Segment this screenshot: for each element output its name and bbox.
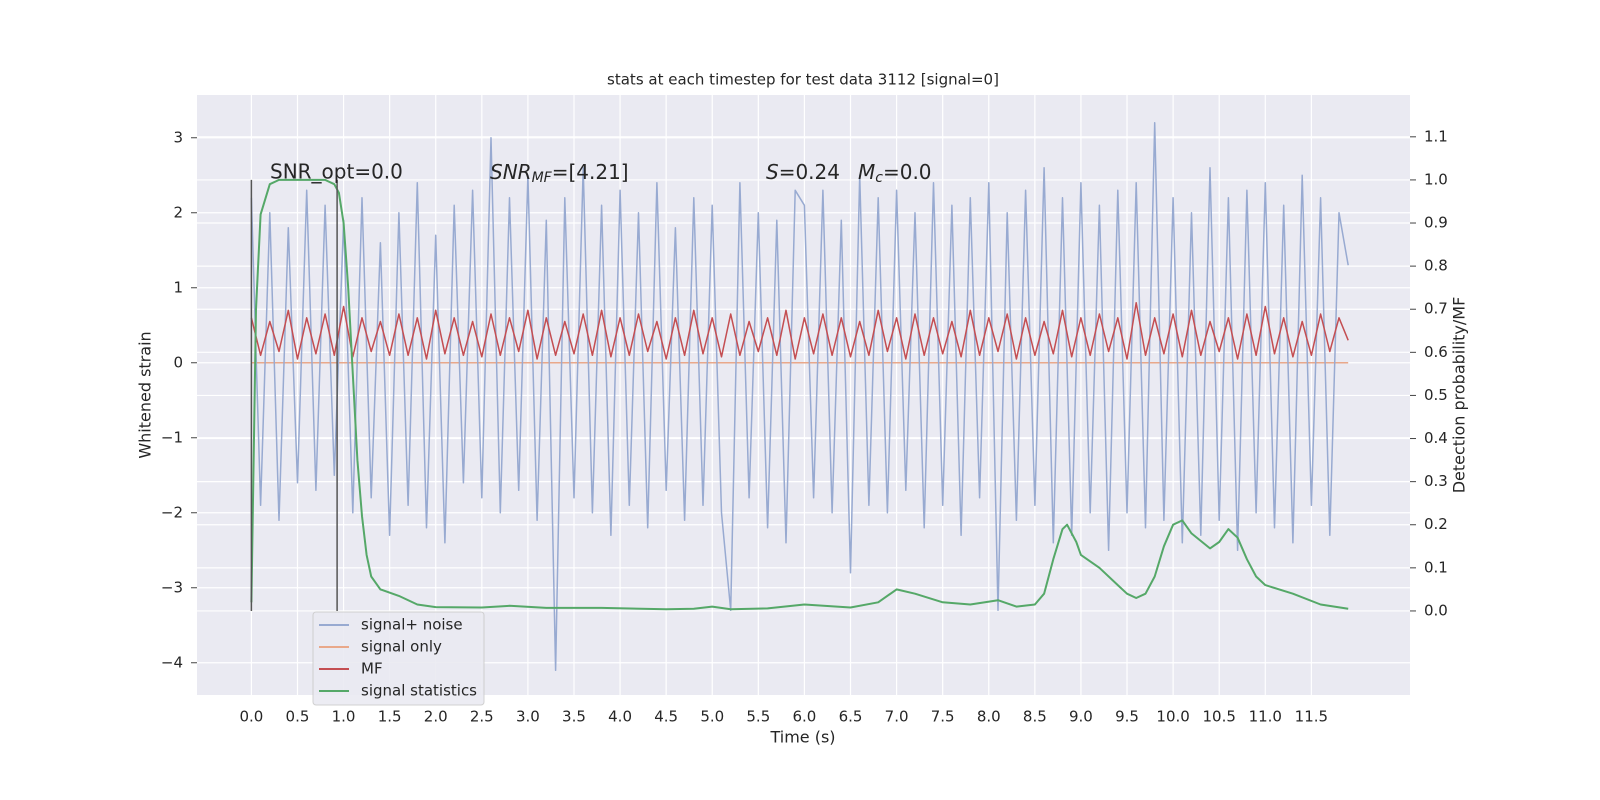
x-tick-label: 9.0: [1069, 708, 1093, 726]
x-axis-label: Time (s): [769, 728, 835, 747]
y2-tick-label: 0.6: [1424, 343, 1448, 361]
x-tick-label: 9.5: [1115, 708, 1139, 726]
x-tick-label: 2.5: [470, 708, 494, 726]
y2-tick-label: 0.3: [1424, 472, 1448, 490]
annotation-rest: =0.0: [883, 160, 932, 184]
annotation-base: SNR: [490, 160, 532, 184]
y-tick-label: −3: [161, 578, 183, 596]
x-tick-label: 4.0: [608, 708, 632, 726]
x-tick-label: 1.5: [378, 708, 402, 726]
y-tick-label: 0: [173, 353, 183, 371]
x-tick-label: 8.5: [1023, 708, 1047, 726]
y2-tick-label: 0.4: [1424, 429, 1448, 447]
annotation-sub: c: [875, 170, 883, 186]
x-tick-label: 5.5: [746, 708, 770, 726]
annotation: SNR_opt=0.0: [270, 160, 403, 184]
x-tick-label: 6.5: [839, 708, 863, 726]
y-tick-label: −2: [161, 503, 183, 521]
y2-tick-label: 0.9: [1424, 214, 1448, 232]
annotation-rest: =[4.21]: [552, 160, 629, 184]
annotation-base: S: [766, 160, 779, 184]
x-tick-label: 2.0: [424, 708, 448, 726]
y2-tick-label: 1.0: [1424, 170, 1448, 188]
legend-label: signal+ noise: [361, 616, 463, 634]
x-tick-label: 7.0: [885, 708, 909, 726]
series-line: [250, 302, 1349, 360]
y-tick-label: 1: [173, 278, 183, 296]
y-tick-label: 3: [173, 128, 183, 146]
legend-label: signal statistics: [361, 682, 477, 700]
x-tick-label: 5.0: [700, 708, 724, 726]
x-tick-label: 10.5: [1202, 708, 1235, 726]
x-tick-label: 10.0: [1156, 708, 1189, 726]
x-tick-label: 7.5: [931, 708, 955, 726]
series-line: [250, 178, 1349, 611]
legend-label: signal only: [361, 638, 442, 656]
y-tick-label: −1: [161, 428, 183, 446]
x-tick-label: 11.5: [1295, 708, 1328, 726]
y2-tick-label: 0.0: [1424, 601, 1448, 619]
x-tick-label: 8.0: [977, 708, 1001, 726]
y2-tick-label: 0.5: [1424, 386, 1448, 404]
annotation-base: M: [858, 160, 875, 184]
y2-tick-label: 0.1: [1424, 558, 1448, 576]
chart-title: stats at each timestep for test data 311…: [607, 71, 999, 89]
annotation: Mc=0.0: [858, 160, 932, 187]
y2-tick-label: 1.1: [1424, 127, 1448, 145]
y2-tick-label: 0.7: [1424, 300, 1448, 318]
x-tick-label: 6.0: [792, 708, 816, 726]
legend-label: MF: [361, 660, 383, 678]
x-tick-label: 1.0: [332, 708, 356, 726]
annotation-sub: MF: [532, 170, 553, 186]
x-tick-label: 3.0: [516, 708, 540, 726]
annotation-rest: =0.24: [779, 160, 840, 184]
series-line: [250, 122, 1349, 672]
x-tick-label: 0.0: [239, 708, 263, 726]
x-tick-label: 11.0: [1249, 708, 1282, 726]
y2-tick-label: 0.2: [1424, 515, 1448, 533]
y-tick-label: −4: [161, 653, 183, 671]
annotation: SNRMF=[4.21]: [490, 160, 629, 187]
x-tick-label: 0.5: [286, 708, 310, 726]
y2-axis-label: Detection probability/MF: [1450, 297, 1469, 494]
y-axis-label: Whitened strain: [136, 331, 155, 458]
legend-box: [312, 611, 485, 706]
x-tick-label: 4.5: [654, 708, 678, 726]
annotation: S=0.24: [766, 160, 840, 184]
y-tick-label: 2: [173, 203, 183, 221]
y2-tick-label: 0.8: [1424, 257, 1448, 275]
x-tick-label: 3.5: [562, 708, 586, 726]
